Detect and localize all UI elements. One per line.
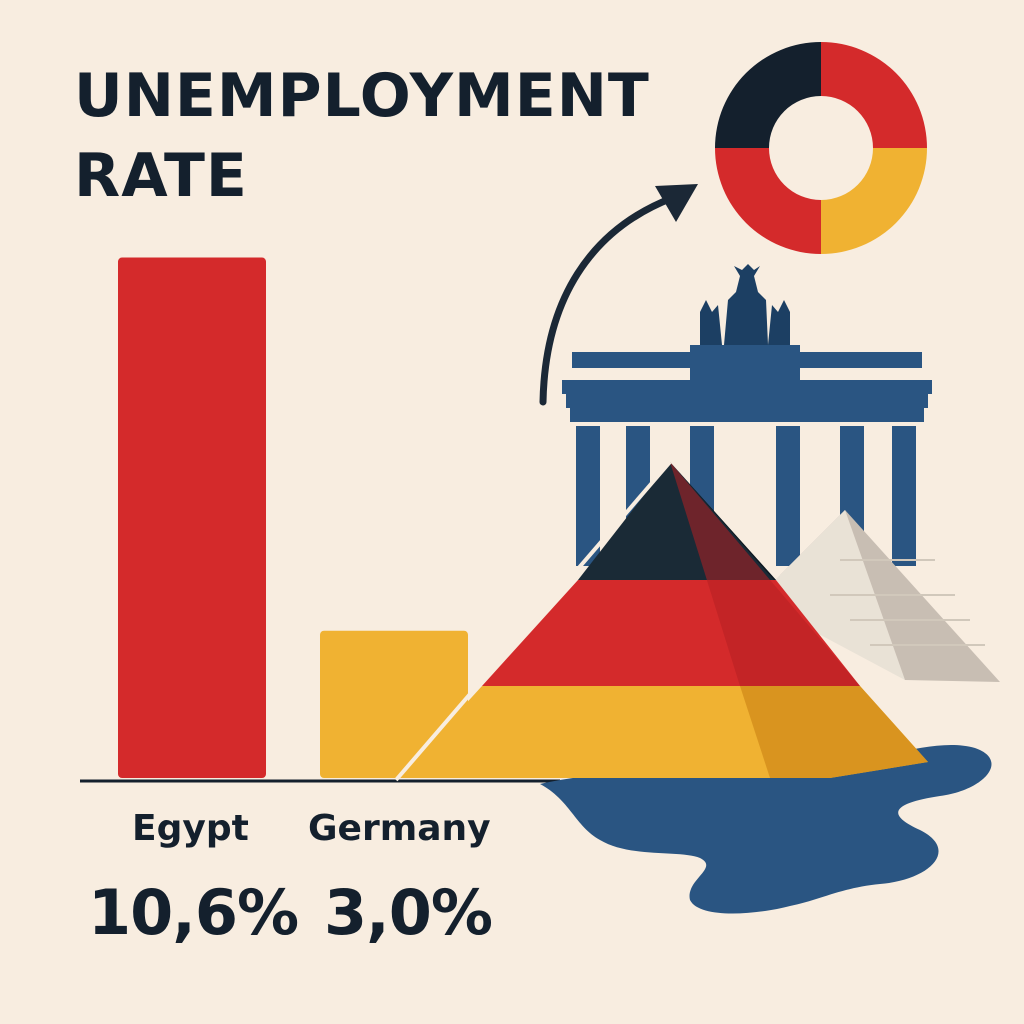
water-puddle-icon	[540, 744, 992, 914]
pyramid-icon	[394, 460, 928, 782]
donut-segment	[821, 42, 927, 148]
value-label-egypt: 10,6%	[88, 876, 299, 949]
brandenburg-gate-icon	[562, 345, 932, 566]
category-label-germany: Germany	[308, 808, 491, 849]
quadriga-statue-icon	[700, 264, 790, 345]
bar-group	[118, 257, 468, 778]
donut-ring-icon	[715, 42, 927, 254]
chart-title: UNEMPLOYMENT RATE	[74, 56, 650, 216]
value-label-germany: 3,0%	[324, 876, 493, 949]
donut-segment	[715, 42, 821, 148]
category-label-egypt: Egypt	[132, 808, 249, 849]
bar-egypt	[118, 257, 266, 778]
title-line-1: UNEMPLOYMENT	[74, 61, 650, 131]
donut-segment	[821, 148, 927, 254]
curved-arrow-icon	[539, 184, 698, 406]
title-line-2: RATE	[74, 141, 248, 211]
small-pyramid-icon	[755, 510, 1000, 682]
donut-segment	[715, 148, 821, 254]
